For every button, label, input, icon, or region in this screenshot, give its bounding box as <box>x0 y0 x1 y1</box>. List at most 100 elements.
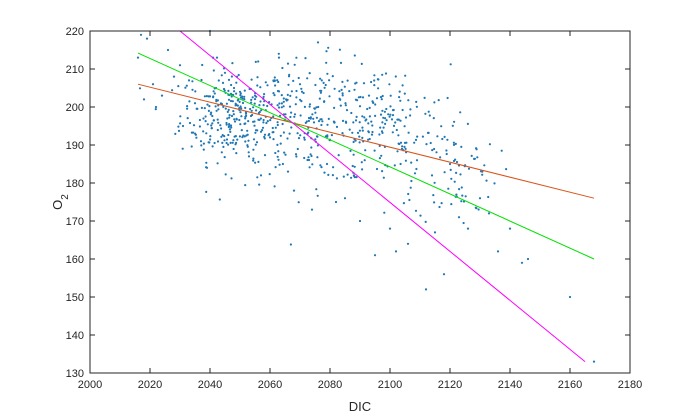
scatter-point <box>254 131 257 134</box>
x-tick-label: 2060 <box>258 379 282 391</box>
scatter-point <box>217 79 220 82</box>
scatter-point <box>337 154 340 157</box>
scatter-point <box>231 62 234 65</box>
scatter-point <box>244 122 247 125</box>
scatter-point <box>259 86 262 89</box>
scatter-point <box>267 134 270 137</box>
scatter-point <box>346 79 349 82</box>
scatter-point <box>416 135 419 138</box>
scatter-point <box>294 103 297 106</box>
scatter-point <box>315 116 318 119</box>
scatter-point <box>327 173 330 176</box>
scatter-point <box>370 133 374 136</box>
scatter-point <box>226 110 229 113</box>
scatter-point <box>295 56 298 59</box>
scatter-point <box>379 113 383 116</box>
scatter-point <box>209 135 212 138</box>
scatter-point <box>230 83 233 87</box>
scatter-point <box>467 167 471 170</box>
scatter-point <box>305 120 308 123</box>
scatter-point <box>325 162 329 166</box>
x-tick-label: 2080 <box>318 379 342 391</box>
scatter-point <box>299 114 302 117</box>
scatter-point <box>323 171 326 174</box>
x-tick-label: 2020 <box>138 379 162 391</box>
scatter-point <box>377 78 380 81</box>
scatter-point <box>361 129 364 132</box>
scatter-point <box>295 96 298 99</box>
scatter-point <box>262 118 265 122</box>
scatter-point <box>375 97 379 100</box>
scatter-point <box>394 75 397 78</box>
y-axis-label-subscript: 2 <box>60 194 71 200</box>
scatter-point <box>368 106 371 109</box>
scatter-point <box>279 134 282 137</box>
scatter-point <box>202 130 205 133</box>
scatter-point <box>310 154 313 158</box>
scatter-point <box>207 95 210 98</box>
scatter-point <box>241 101 245 105</box>
scatter-point <box>253 94 257 97</box>
scatter-point <box>282 97 285 100</box>
scatter-point <box>253 124 256 127</box>
scatter-point <box>440 202 443 205</box>
scatter-point <box>508 227 512 230</box>
scatter-point <box>384 122 387 125</box>
scatter-point <box>427 110 430 113</box>
scatter-point <box>432 194 435 197</box>
scatter-point <box>215 100 218 103</box>
scatter-point <box>257 160 260 163</box>
scatter-point <box>520 261 524 264</box>
scatter-point <box>319 89 322 92</box>
scatter-point <box>263 154 267 157</box>
scatter-point <box>407 131 410 134</box>
scatter-point <box>404 147 407 150</box>
scatter-point <box>172 75 176 78</box>
scatter-point <box>200 78 203 82</box>
scatter-point <box>323 86 326 89</box>
scatter-point <box>264 81 267 84</box>
scatter-point <box>230 114 234 118</box>
scatter-point <box>177 125 180 128</box>
scatter-point <box>455 171 458 174</box>
scatter-point <box>366 107 369 111</box>
scatter-point <box>228 123 231 126</box>
scatter-point <box>252 120 255 123</box>
scatter-point <box>276 123 279 127</box>
scatter-point <box>341 94 344 97</box>
scatter-point <box>223 135 226 138</box>
scatter-point <box>228 114 231 117</box>
scatter-point <box>217 121 220 124</box>
scatter-point <box>346 173 349 176</box>
scatter-point <box>258 104 261 107</box>
scatter-point <box>188 121 192 125</box>
scatter-point <box>287 75 291 78</box>
scatter-point <box>273 94 276 97</box>
scatter-point <box>390 118 394 121</box>
scatter-point <box>344 104 347 107</box>
scatter-point <box>271 126 274 130</box>
scatter-point <box>312 117 315 120</box>
scatter-point <box>233 90 236 93</box>
scatter-point <box>333 121 336 124</box>
scatter-point <box>326 123 329 126</box>
scatter-point <box>381 121 384 124</box>
scatter-point <box>378 144 381 147</box>
scatter-point <box>310 208 314 211</box>
scatter-point <box>361 96 365 99</box>
scatter-point <box>399 99 402 102</box>
scatter-point <box>410 161 413 164</box>
scatter-point <box>487 195 490 199</box>
scatter-point <box>285 98 288 101</box>
scatter-point <box>353 165 356 168</box>
scatter-point <box>406 242 410 245</box>
scatter-point <box>247 139 250 142</box>
scatter-point <box>341 80 344 83</box>
scatter-point <box>445 152 448 156</box>
scatter-point <box>344 102 347 105</box>
scatter-point <box>277 150 280 153</box>
scatter-point <box>448 162 452 166</box>
scatter-point <box>252 148 255 151</box>
scatter-point <box>308 105 311 108</box>
